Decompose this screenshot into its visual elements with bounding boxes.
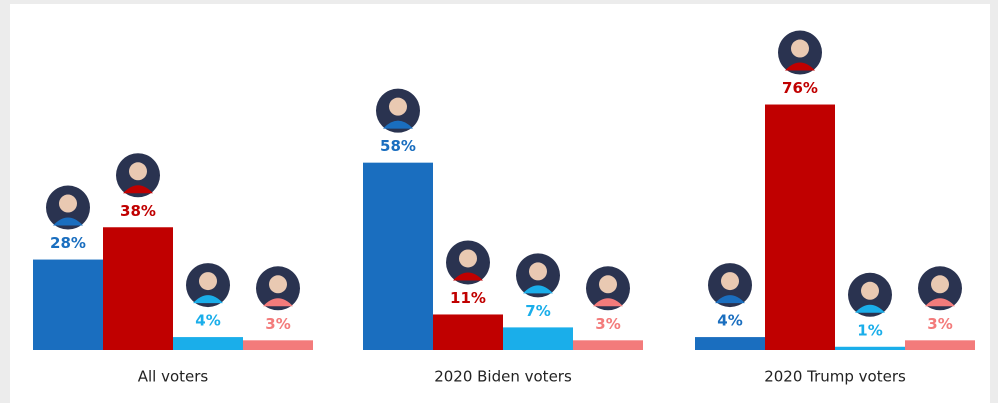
portrait-face <box>389 97 407 116</box>
portrait-body <box>123 185 153 194</box>
portrait-body <box>715 295 745 304</box>
value-label: 1% <box>857 321 882 339</box>
portrait-face <box>459 249 477 268</box>
value-label: 38% <box>120 202 156 220</box>
portrait-body <box>785 62 815 71</box>
value-label: 28% <box>50 234 86 252</box>
value-label: 4% <box>195 312 220 330</box>
portrait-body <box>263 298 293 307</box>
portrait-face <box>59 194 77 213</box>
portrait-face <box>599 275 617 294</box>
bar <box>503 327 573 350</box>
portrait <box>586 266 630 311</box>
bar <box>765 104 835 351</box>
portrait <box>708 263 752 308</box>
portrait <box>848 272 892 317</box>
bar <box>173 337 243 350</box>
portrait <box>918 266 962 311</box>
portrait <box>256 266 300 311</box>
value-label: 7% <box>525 302 550 320</box>
x-tick-label: 2020 Trump voters <box>764 368 906 386</box>
portrait-body <box>53 217 83 226</box>
portrait-face <box>791 39 809 58</box>
portrait-body <box>593 298 623 307</box>
portrait-face <box>199 272 217 291</box>
value-label: 4% <box>717 312 742 330</box>
value-label: 3% <box>927 315 952 333</box>
value-label: 58% <box>380 137 416 155</box>
portrait-body <box>855 304 885 313</box>
portrait <box>116 153 160 198</box>
portrait <box>516 253 560 298</box>
bar <box>103 227 173 350</box>
portrait <box>446 240 490 285</box>
portrait-face <box>269 275 287 294</box>
bar <box>243 340 313 350</box>
portrait <box>778 30 822 75</box>
bar <box>573 340 643 350</box>
value-label: 76% <box>782 79 818 97</box>
portrait-body <box>523 285 553 294</box>
portrait <box>186 263 230 308</box>
bar <box>835 346 905 350</box>
value-label: 11% <box>450 289 486 307</box>
portrait-body <box>925 298 955 307</box>
bar <box>695 337 765 350</box>
x-tick-label: 2020 Biden voters <box>434 368 572 386</box>
portrait-face <box>129 162 147 181</box>
portrait-face <box>721 272 739 291</box>
bar <box>905 340 975 350</box>
portrait-face <box>529 262 547 281</box>
portrait-body <box>383 120 413 129</box>
value-label: 3% <box>595 315 620 333</box>
x-tick-label: All voters <box>138 368 209 386</box>
value-label: 3% <box>265 315 290 333</box>
portrait <box>46 185 90 230</box>
portrait-face <box>861 281 879 300</box>
portrait <box>376 88 420 133</box>
bar <box>433 314 503 350</box>
bar <box>33 259 103 350</box>
portrait-body <box>453 272 483 281</box>
portrait-face <box>931 275 949 294</box>
bar <box>363 162 433 350</box>
portrait-body <box>193 295 223 304</box>
